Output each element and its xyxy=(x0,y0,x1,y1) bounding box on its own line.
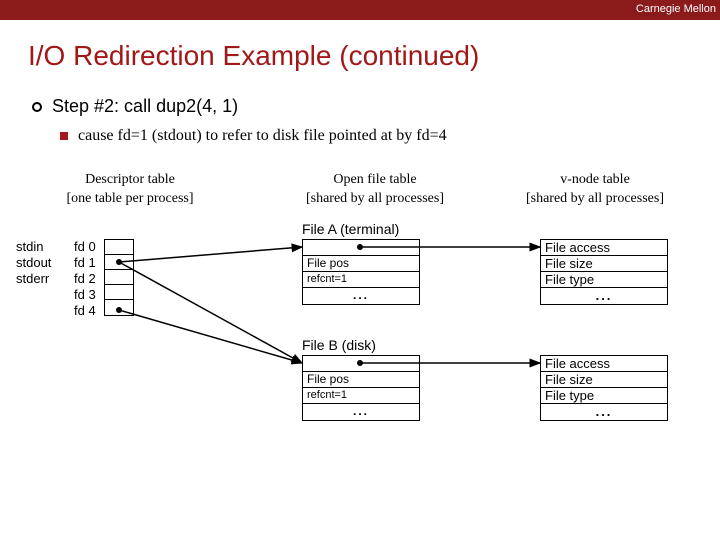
header-vnode-l2: [shared by all processes] xyxy=(500,190,690,209)
header-open-file-table: Open file table [shared by all processes… xyxy=(270,171,480,209)
label-fd0: fd 0 xyxy=(74,239,96,255)
vnode-b-row1: File size xyxy=(541,372,667,388)
file-b-table: File pos refcnt=1 ... xyxy=(302,355,420,421)
file-a-row0 xyxy=(303,240,419,256)
label-fd2: fd 2 xyxy=(74,271,96,287)
file-b-row2: refcnt=1 xyxy=(303,388,419,404)
header-vnode-table: v-node table [shared by all processes] xyxy=(500,171,690,209)
file-a-row1: File pos xyxy=(303,256,419,272)
fd-cell-0 xyxy=(105,240,133,255)
vnode-a-table: File access File size File type ... xyxy=(540,239,668,305)
vnode-b-row0: File access xyxy=(541,356,667,372)
file-b-row0 xyxy=(303,356,419,372)
label-stdin: stdin xyxy=(16,239,51,255)
descriptor-table xyxy=(104,239,134,316)
file-a-row2: refcnt=1 xyxy=(303,272,419,288)
vnode-a-row2: File type xyxy=(541,272,667,288)
file-a-table: File pos refcnt=1 ... xyxy=(302,239,420,305)
bullet-text: Step #2: call dup2(4, 1) xyxy=(52,96,238,117)
header-desc-l1: Descriptor table xyxy=(20,171,240,190)
label-stderr: stderr xyxy=(16,271,51,287)
file-b-label: File B (disk) xyxy=(302,337,376,353)
file-b-row1: File pos xyxy=(303,372,419,388)
vnode-b-row3: ... xyxy=(541,404,667,420)
vnode-a-row0: File access xyxy=(541,240,667,256)
fd-labels: fd 0 fd 1 fd 2 fd 3 fd 4 xyxy=(74,239,96,319)
label-fd4: fd 4 xyxy=(74,303,96,319)
vnode-b-table: File access File size File type ... xyxy=(540,355,668,421)
std-stream-labels: stdin stdout stderr xyxy=(16,239,51,288)
vnode-a-row3: ... xyxy=(541,288,667,304)
header-vnode-l1: v-node table xyxy=(500,171,690,190)
diagram-area: stdin stdout stderr fd 0 fd 1 fd 2 fd 3 … xyxy=(0,221,720,501)
header-oft-l2: [shared by all processes] xyxy=(270,190,480,209)
bullet-disc-icon xyxy=(32,102,42,112)
fd-cell-3 xyxy=(105,285,133,300)
header-descriptor-table: Descriptor table [one table per process] xyxy=(20,171,240,209)
vnode-a-row1: File size xyxy=(541,256,667,272)
file-a-label: File A (terminal) xyxy=(302,221,399,237)
banner: Carnegie Mellon xyxy=(0,0,720,20)
banner-text: Carnegie Mellon xyxy=(636,3,716,15)
square-bullet-icon xyxy=(60,132,68,140)
label-fd3: fd 3 xyxy=(74,287,96,303)
fd-cell-4 xyxy=(105,300,133,315)
page-title: I/O Redirection Example (continued) xyxy=(28,40,720,72)
file-a-row3: ... xyxy=(303,288,419,304)
label-stdout: stdout xyxy=(16,255,51,271)
header-desc-l2: [one table per process] xyxy=(20,190,240,209)
sub-bullet-text: cause fd=1 (stdout) to refer to disk fil… xyxy=(78,127,447,145)
vnode-b-row2: File type xyxy=(541,388,667,404)
fd-cell-2 xyxy=(105,270,133,285)
file-b-row3: ... xyxy=(303,404,419,420)
sub-bullet: cause fd=1 (stdout) to refer to disk fil… xyxy=(60,127,720,145)
column-headers: Descriptor table [one table per process]… xyxy=(0,171,720,209)
header-oft-l1: Open file table xyxy=(270,171,480,190)
label-fd1: fd 1 xyxy=(74,255,96,271)
bullet-step: Step #2: call dup2(4, 1) xyxy=(32,96,720,117)
fd-cell-1 xyxy=(105,255,133,270)
